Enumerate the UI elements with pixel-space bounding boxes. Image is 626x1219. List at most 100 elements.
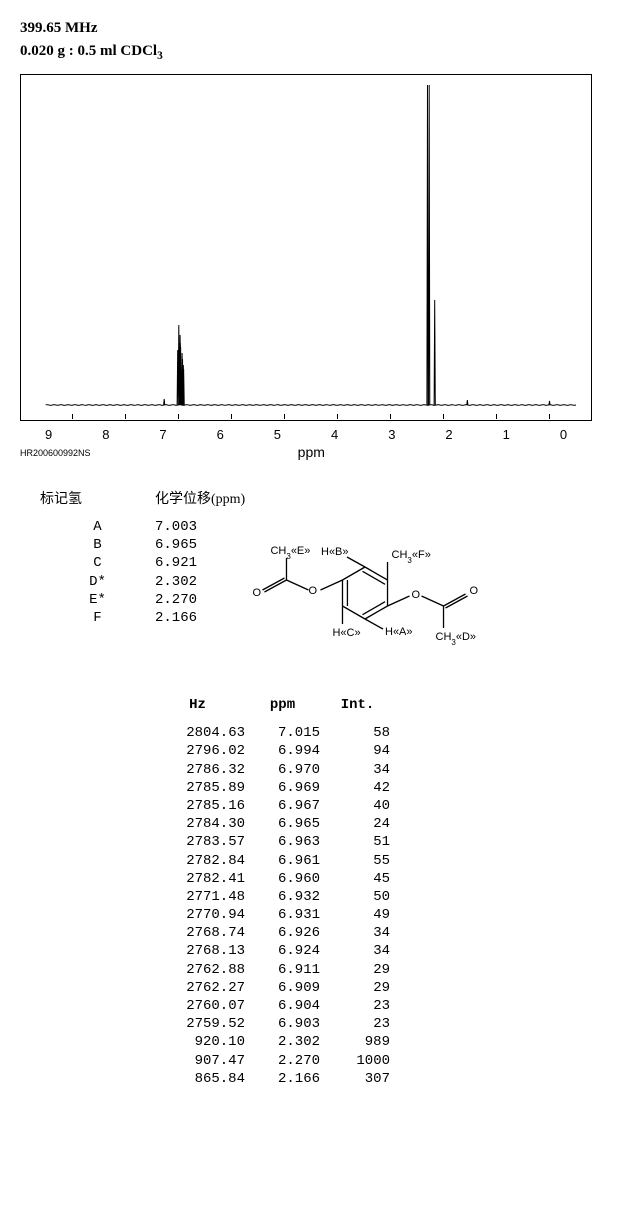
assignments-rows: A7.003B6.965C6.921D*2.302E*2.270F2.166 bbox=[40, 518, 235, 627]
svg-text:CH3«E»: CH3«E» bbox=[270, 545, 310, 561]
peak-cell: 23 bbox=[320, 1015, 390, 1033]
peak-row: 2770.946.93149 bbox=[150, 906, 606, 924]
peak-cell: 2762.27 bbox=[150, 979, 245, 997]
peak-row: 2762.886.91129 bbox=[150, 961, 606, 979]
peak-cell: 865.84 bbox=[150, 1070, 245, 1088]
peak-cell: 94 bbox=[320, 742, 390, 760]
peak-cell: 34 bbox=[320, 761, 390, 779]
peak-cell: 2.302 bbox=[245, 1033, 320, 1051]
tick-label: 2 bbox=[420, 427, 477, 442]
peak-cell: 2785.16 bbox=[150, 797, 245, 815]
svg-text:H«A»: H«A» bbox=[385, 626, 413, 638]
molecule-svg: CH3«F»OOCH3«D»H«A»H«C»OOCH3«E»H«B» bbox=[235, 508, 505, 673]
peak-cell: 6.965 bbox=[245, 815, 320, 833]
peak-cell: 6.931 bbox=[245, 906, 320, 924]
peak-header-ppm: ppm bbox=[245, 696, 320, 714]
peak-row: 2771.486.93250 bbox=[150, 888, 606, 906]
svg-text:H«B»: H«B» bbox=[321, 546, 349, 558]
peak-cell: 7.015 bbox=[245, 724, 320, 742]
assign-row: F2.166 bbox=[40, 609, 235, 627]
svg-text:O: O bbox=[308, 585, 317, 597]
peak-cell: 2760.07 bbox=[150, 997, 245, 1015]
tick-label: 4 bbox=[306, 427, 363, 442]
assignments-block: 标记氢 化学位移(ppm) A7.003B6.965C6.921D*2.302E… bbox=[40, 488, 606, 678]
peak-cell: 29 bbox=[320, 961, 390, 979]
peak-row: 2760.076.90423 bbox=[150, 997, 606, 1015]
assign-label: B bbox=[40, 536, 155, 554]
peak-row: 2762.276.90929 bbox=[150, 979, 606, 997]
x-axis-label: ppm bbox=[91, 444, 532, 460]
svg-text:CH3«F»: CH3«F» bbox=[392, 549, 431, 565]
peak-cell: 42 bbox=[320, 779, 390, 797]
peak-row: 920.102.302989 bbox=[150, 1033, 606, 1051]
assign-row: A7.003 bbox=[40, 518, 235, 536]
svg-text:O: O bbox=[252, 587, 261, 599]
assign-col2-header: 化学位移(ppm) bbox=[155, 488, 245, 508]
tick-label: 9 bbox=[20, 427, 77, 442]
spectrum-plot bbox=[20, 74, 592, 421]
sample-sub: 3 bbox=[157, 50, 163, 62]
tick-label: 1 bbox=[478, 427, 535, 442]
peak-row: 2783.576.96351 bbox=[150, 833, 606, 851]
peak-cell: 2762.88 bbox=[150, 961, 245, 979]
peak-cell: 2.270 bbox=[245, 1052, 320, 1070]
peak-cell: 6.967 bbox=[245, 797, 320, 815]
svg-text:O: O bbox=[412, 589, 421, 601]
peak-cell: 2770.94 bbox=[150, 906, 245, 924]
peak-cell: 6.926 bbox=[245, 924, 320, 942]
peak-cell: 989 bbox=[320, 1033, 390, 1051]
assign-label: E* bbox=[40, 591, 155, 609]
tick-label: 0 bbox=[535, 427, 592, 442]
peak-cell: 34 bbox=[320, 942, 390, 960]
peak-cell: 2784.30 bbox=[150, 815, 245, 833]
peak-row: 2768.746.92634 bbox=[150, 924, 606, 942]
peak-cell: 29 bbox=[320, 979, 390, 997]
tick-label: 6 bbox=[192, 427, 249, 442]
peak-table: Hz ppm Int. 2804.637.015582796.026.99494… bbox=[150, 696, 606, 1088]
assign-ppm: 2.302 bbox=[155, 573, 235, 591]
peak-cell: 6.969 bbox=[245, 779, 320, 797]
peak-cell: 51 bbox=[320, 833, 390, 851]
peak-row: 2768.136.92434 bbox=[150, 942, 606, 960]
sample-id: HR200600992NS bbox=[20, 448, 91, 460]
peak-cell: 907.47 bbox=[150, 1052, 245, 1070]
tick-label: 3 bbox=[363, 427, 420, 442]
assign-ppm: 6.921 bbox=[155, 554, 235, 572]
assign-label: F bbox=[40, 609, 155, 627]
peak-cell: 2.166 bbox=[245, 1070, 320, 1088]
peak-cell: 1000 bbox=[320, 1052, 390, 1070]
peak-cell: 6.904 bbox=[245, 997, 320, 1015]
assign-ppm: 6.965 bbox=[155, 536, 235, 554]
tick-label: 7 bbox=[134, 427, 191, 442]
peak-row: 2759.526.90323 bbox=[150, 1015, 606, 1033]
peak-row: 2782.416.96045 bbox=[150, 870, 606, 888]
sample-line: 0.020 g : 0.5 ml CDCl3 bbox=[20, 43, 606, 62]
peak-row: 2785.166.96740 bbox=[150, 797, 606, 815]
peak-cell: 6.994 bbox=[245, 742, 320, 760]
peak-cell: 6.960 bbox=[245, 870, 320, 888]
peak-row: 2785.896.96942 bbox=[150, 779, 606, 797]
peak-rows: 2804.637.015582796.026.994942786.326.970… bbox=[150, 724, 606, 1088]
peak-row: 2796.026.99494 bbox=[150, 742, 606, 760]
peak-cell: 2785.89 bbox=[150, 779, 245, 797]
peak-cell: 2804.63 bbox=[150, 724, 245, 742]
peak-cell: 55 bbox=[320, 852, 390, 870]
peak-cell: 45 bbox=[320, 870, 390, 888]
peak-cell: 2786.32 bbox=[150, 761, 245, 779]
peak-cell: 2796.02 bbox=[150, 742, 245, 760]
tick-label: 8 bbox=[77, 427, 134, 442]
peak-cell: 6.961 bbox=[245, 852, 320, 870]
assign-row: D*2.302 bbox=[40, 573, 235, 591]
peak-cell: 6.909 bbox=[245, 979, 320, 997]
peak-cell: 6.970 bbox=[245, 761, 320, 779]
peak-cell: 58 bbox=[320, 724, 390, 742]
peak-cell: 40 bbox=[320, 797, 390, 815]
peak-cell: 307 bbox=[320, 1070, 390, 1088]
assign-row: E*2.270 bbox=[40, 591, 235, 609]
peak-cell: 2782.84 bbox=[150, 852, 245, 870]
peak-cell: 49 bbox=[320, 906, 390, 924]
peak-cell: 6.903 bbox=[245, 1015, 320, 1033]
peak-row: 907.472.2701000 bbox=[150, 1052, 606, 1070]
svg-text:CH3«D»: CH3«D» bbox=[436, 631, 477, 647]
assign-ppm: 2.270 bbox=[155, 591, 235, 609]
